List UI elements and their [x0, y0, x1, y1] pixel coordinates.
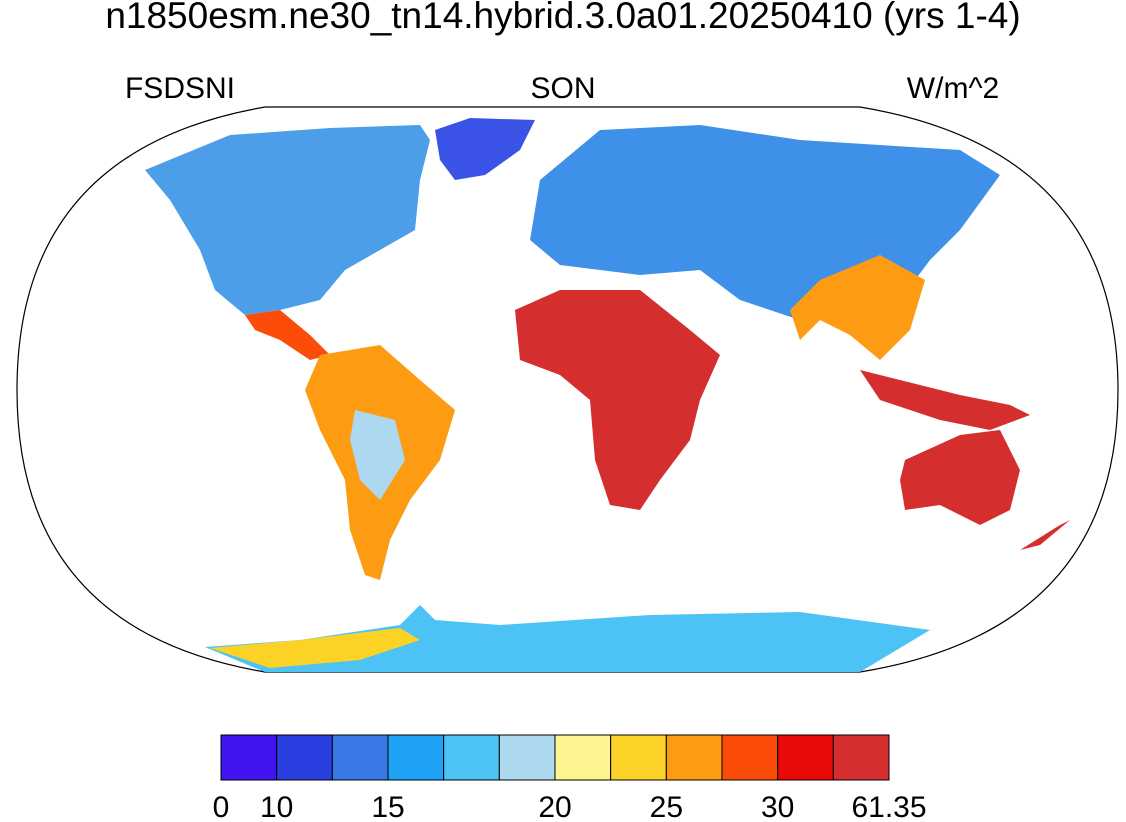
colorbar-label: 10 — [260, 791, 293, 822]
continent — [205, 605, 930, 672]
colorbar-box — [554, 734, 612, 781]
continent — [350, 410, 405, 500]
colorbar-box — [331, 734, 389, 781]
colorbar-box — [387, 734, 445, 781]
colorbar-box — [498, 734, 556, 781]
title: n1850esm.ne30_tn14.hybrid.3.0a01.2025041… — [105, 0, 1020, 36]
colorbar-box — [220, 734, 278, 781]
left-label: FSDSNI — [125, 72, 235, 105]
continent — [900, 430, 1020, 525]
colorbar-box — [276, 734, 333, 781]
colorbar-label: 25 — [650, 791, 683, 822]
continent — [860, 370, 1030, 430]
continent — [790, 255, 925, 360]
continent — [515, 290, 720, 510]
colorbar-box — [665, 734, 723, 781]
colorbar-box — [777, 734, 834, 781]
colorbar-box — [832, 734, 890, 781]
continent — [245, 310, 330, 360]
map — [16, 106, 1119, 673]
colorbar-label: 30 — [761, 791, 794, 822]
colorbar-box — [610, 734, 667, 781]
continent — [1020, 520, 1070, 550]
continent — [435, 118, 535, 180]
colorbar: 0 10 15 20 25 30 61.35 — [213, 734, 927, 822]
colorbar-box — [721, 734, 779, 781]
colorbar-label: 61.35 — [851, 791, 926, 822]
colorbar-box — [443, 734, 500, 781]
colorbar-label: 20 — [538, 791, 571, 822]
continent — [145, 125, 430, 315]
right-label: W/m^2 — [907, 72, 999, 105]
colorbar-label: 15 — [371, 791, 404, 822]
continent — [210, 628, 420, 668]
center-label: SON — [530, 72, 595, 105]
colorbar-label: 0 — [213, 791, 230, 822]
